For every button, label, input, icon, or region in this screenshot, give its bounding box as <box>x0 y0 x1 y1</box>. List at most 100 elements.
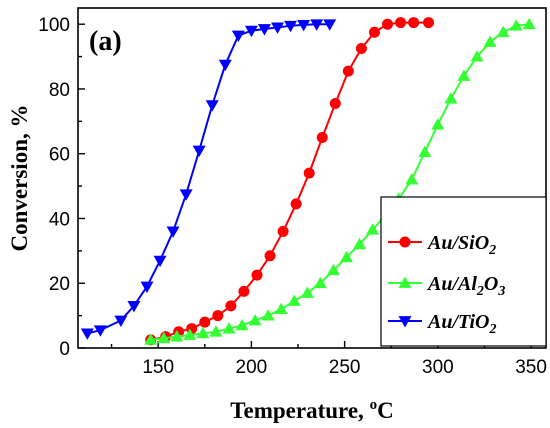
data-point <box>316 132 328 144</box>
data-point <box>218 59 232 72</box>
data-point <box>290 198 302 210</box>
data-point <box>271 22 285 34</box>
x-tick-label: 150 <box>142 357 174 378</box>
data-point <box>153 255 167 268</box>
data-point <box>326 263 340 276</box>
y-tick-label: 60 <box>49 145 70 166</box>
data-point <box>196 326 210 339</box>
legend-marker <box>399 236 411 248</box>
data-point <box>248 313 262 326</box>
y-tick-label: 20 <box>49 274 70 295</box>
data-point <box>339 250 353 263</box>
data-point <box>261 309 275 321</box>
data-point <box>257 24 271 36</box>
data-point <box>244 25 258 38</box>
legend-item: Au/SiO2 <box>388 232 496 258</box>
data-point <box>170 330 184 342</box>
data-point <box>284 20 298 33</box>
x-axis-unit: oC <box>370 397 394 423</box>
legend-marker <box>398 316 412 328</box>
data-point <box>93 325 107 337</box>
data-point <box>192 145 206 157</box>
data-point <box>496 25 510 38</box>
data-point <box>470 50 484 62</box>
series-layer <box>80 17 536 346</box>
data-point <box>303 167 315 179</box>
data-point <box>251 269 263 281</box>
data-point <box>183 328 197 340</box>
data-point <box>157 331 171 344</box>
x-tick-label: 250 <box>329 357 361 378</box>
data-point <box>300 286 314 298</box>
legend-label: Au/Al2O3 <box>426 273 505 299</box>
data-point <box>205 100 219 112</box>
data-point <box>310 19 324 31</box>
data-point <box>199 316 211 328</box>
data-point <box>277 225 289 237</box>
plot-frame <box>77 7 547 349</box>
data-point <box>431 118 445 130</box>
data-point <box>231 30 245 43</box>
data-point <box>418 145 432 157</box>
data-point <box>274 302 288 315</box>
data-point <box>140 281 154 293</box>
legend-item: Au/Al2O3 <box>388 273 505 299</box>
data-point <box>287 294 301 306</box>
data-point <box>355 42 367 54</box>
legend-label: Au/SiO2 <box>426 232 496 258</box>
data-point <box>114 315 128 327</box>
data-point <box>405 173 419 185</box>
legend-item: Au/TiO2 <box>388 311 497 337</box>
data-point <box>313 276 327 289</box>
data-point <box>323 19 337 31</box>
y-axis-label: Conversion, % <box>7 105 32 252</box>
data-point <box>212 310 224 322</box>
x-axis-label: Temperature, oC <box>230 397 393 423</box>
data-point <box>382 18 394 30</box>
data-point <box>144 333 158 345</box>
data-point <box>342 65 354 77</box>
legend-label: Au/TiO2 <box>426 311 497 337</box>
series-1 <box>144 17 536 345</box>
series-2 <box>80 19 337 340</box>
data-point <box>423 17 435 29</box>
series-line <box>150 21 429 341</box>
data-point <box>238 285 250 297</box>
data-point <box>297 19 311 32</box>
legend-marker <box>398 276 412 288</box>
y-tick-label: 100 <box>38 15 70 36</box>
legend: Au/SiO2 Au/Al2O3 Au/TiO2 <box>380 196 547 347</box>
x-tick-label: 300 <box>422 357 454 378</box>
data-point <box>368 26 380 38</box>
y-tick-label: 80 <box>49 80 70 101</box>
data-point <box>209 325 223 337</box>
data-point <box>483 35 497 47</box>
data-point <box>235 318 249 331</box>
x-tick-label: 200 <box>236 357 268 378</box>
data-point <box>366 223 380 235</box>
y-tick-label: 0 <box>59 339 70 360</box>
data-point <box>353 237 367 250</box>
data-point <box>329 98 341 110</box>
degree-superscript: o <box>370 397 378 413</box>
panel-label: (a) <box>89 26 122 57</box>
data-point <box>179 189 193 201</box>
x-axis-label-text: Temperature, <box>230 398 369 423</box>
data-point <box>222 322 236 334</box>
y-tick-label: 40 <box>49 209 70 230</box>
data-point <box>127 301 141 313</box>
data-point <box>408 17 420 29</box>
data-point <box>225 300 237 312</box>
unit-letter: C <box>377 398 394 423</box>
data-point <box>264 250 276 262</box>
data-point <box>166 226 180 238</box>
x-tick-label: 350 <box>515 357 547 378</box>
data-point <box>80 328 94 340</box>
data-point <box>395 17 407 29</box>
data-point <box>444 92 458 104</box>
data-point <box>457 69 471 81</box>
ticks-layer: 150 200 250 300 350 0 20 40 60 80 100 <box>38 15 547 378</box>
data-point <box>509 19 523 31</box>
data-point <box>522 17 536 30</box>
